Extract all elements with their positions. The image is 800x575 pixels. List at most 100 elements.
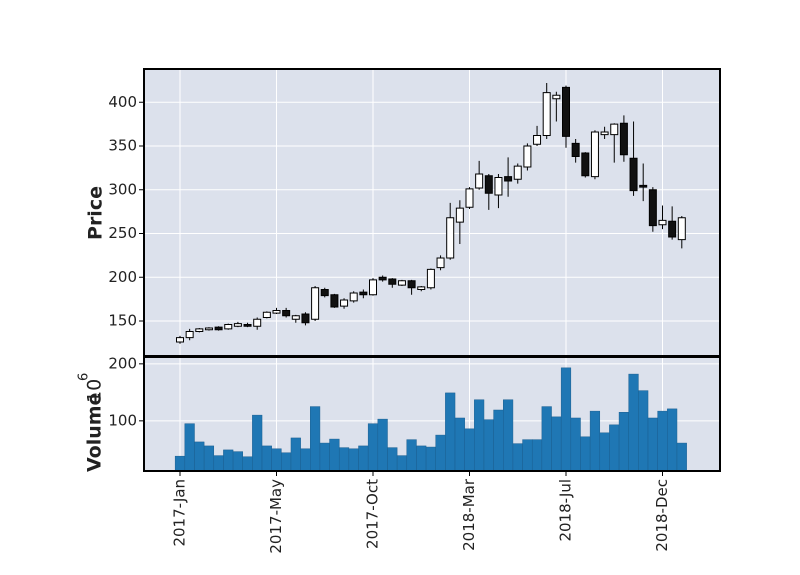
- volume-bar: [599, 432, 610, 472]
- candle-body: [446, 217, 455, 259]
- candle-body: [475, 173, 484, 189]
- candle-body: [330, 294, 339, 308]
- candle-body: [243, 324, 252, 327]
- y-tick-label: 300: [108, 180, 137, 198]
- volume-bar: [464, 428, 475, 472]
- volume-bar: [261, 445, 272, 472]
- volume-bar: [416, 445, 427, 472]
- volume-bar: [358, 445, 369, 472]
- y2-scale-exp: 6: [77, 373, 92, 381]
- y2-scale-base: 10: [84, 379, 106, 403]
- candle-body: [320, 289, 329, 297]
- y-axis-label: Price: [85, 186, 107, 240]
- x-tick-label: 2018-Mar: [460, 478, 478, 551]
- candle-body: [523, 145, 532, 168]
- volume-bar: [425, 446, 436, 472]
- volume-bar: [531, 439, 543, 472]
- candle-body: [417, 286, 426, 290]
- volume-bar: [377, 418, 388, 472]
- volume-bar: [676, 442, 687, 472]
- candle-body: [581, 152, 590, 177]
- candle-body: [571, 142, 580, 157]
- candle-body: [658, 219, 667, 226]
- volume-bar: [213, 455, 224, 472]
- volume-bar: [396, 455, 408, 472]
- candle-body: [513, 165, 522, 180]
- volume-bar: [580, 436, 591, 472]
- candle-body: [552, 94, 561, 100]
- volume-bar: [348, 448, 359, 472]
- x-tick-label: 2017-May: [267, 479, 285, 554]
- volume-bar: [638, 390, 649, 472]
- volume-bar: [300, 448, 311, 472]
- volume-bar: [522, 439, 533, 472]
- volume-bar: [503, 399, 514, 472]
- candle-body: [629, 157, 638, 192]
- volume-bar: [174, 455, 186, 472]
- y-tick-label: 150: [108, 312, 137, 330]
- volume-bar: [570, 417, 581, 472]
- volume-bar: [609, 424, 620, 472]
- candle-body: [301, 313, 310, 324]
- candle-body: [224, 324, 233, 330]
- volume-bar: [589, 410, 601, 472]
- candle-body: [272, 310, 281, 314]
- y2-axis-label: Volume: [84, 393, 106, 472]
- candle-body: [533, 135, 542, 145]
- candle-body: [426, 268, 435, 289]
- volume-bar: [406, 439, 417, 472]
- candle-body: [359, 291, 368, 296]
- volume-bar: [551, 416, 562, 472]
- volume-bar: [435, 434, 446, 472]
- y-tick-label: 400: [108, 93, 137, 111]
- candle-body: [388, 278, 397, 285]
- candle-body: [619, 122, 628, 156]
- price-panel: [144, 69, 720, 356]
- y-tick-label: 200: [108, 268, 137, 286]
- volume-bar: [493, 409, 504, 472]
- volume-bar: [483, 419, 494, 472]
- volume-bar: [271, 448, 282, 472]
- candle-body: [436, 257, 445, 269]
- candle-body: [504, 176, 513, 182]
- volume-bar: [223, 449, 234, 472]
- x-tick-label: 2018-Dec: [653, 479, 671, 552]
- volume-bar: [242, 456, 253, 472]
- volume-bar: [329, 438, 340, 472]
- candle-body: [562, 86, 570, 137]
- volume-bar: [474, 399, 485, 472]
- candle-body: [204, 327, 213, 331]
- candle-body: [349, 292, 358, 302]
- volume-bar: [232, 451, 243, 472]
- volume-bar: [618, 412, 629, 472]
- candle-body: [407, 280, 416, 289]
- y2-tick-label: 100: [108, 411, 137, 429]
- candle-body: [185, 331, 194, 339]
- volume-bar: [184, 423, 195, 472]
- volume-bar: [445, 392, 456, 472]
- candle-body: [176, 337, 184, 343]
- volume-bar: [338, 447, 350, 472]
- volume-frame: [143, 356, 721, 472]
- volume-bar: [541, 406, 552, 472]
- candle-body: [494, 177, 503, 196]
- volume-bar: [647, 417, 658, 472]
- candle-body: [600, 131, 609, 136]
- volume-bar: [560, 367, 572, 472]
- candle-body: [397, 280, 406, 286]
- volume-bar: [454, 417, 465, 472]
- x-tick-label: 2018-Jul: [557, 479, 575, 542]
- candle-body: [262, 311, 271, 318]
- candle-body: [455, 207, 464, 223]
- candle-body: [610, 123, 619, 136]
- candle-body: [253, 318, 262, 327]
- x-tick-label: 2017-Oct: [364, 479, 382, 549]
- y-tick-label: 350: [108, 137, 137, 155]
- volume-bar: [319, 442, 330, 472]
- x-tick-label: 2017-Jan: [171, 479, 189, 547]
- volume-bar: [387, 447, 398, 472]
- volume-bar: [203, 445, 215, 472]
- candle-body: [311, 287, 320, 320]
- volume-bar: [290, 437, 301, 472]
